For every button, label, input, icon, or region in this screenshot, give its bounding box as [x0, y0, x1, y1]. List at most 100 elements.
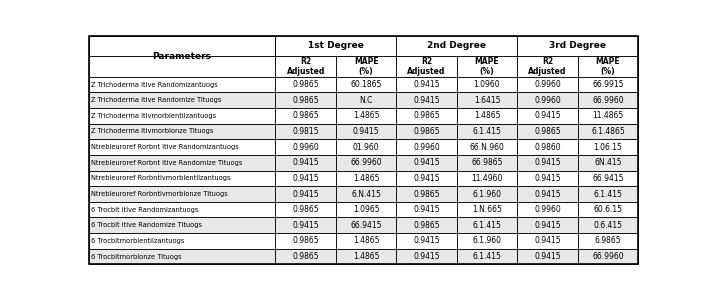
- Text: 66.9915: 66.9915: [592, 80, 624, 89]
- Bar: [396, 77, 457, 92]
- Text: 3rd Degree: 3rd Degree: [549, 41, 606, 50]
- Bar: [457, 92, 518, 108]
- Bar: [89, 139, 275, 155]
- Bar: [457, 77, 518, 92]
- Bar: [396, 249, 457, 264]
- Bar: [578, 186, 638, 202]
- Text: 0.9415: 0.9415: [292, 189, 319, 198]
- Text: 6 Trocbltmorblonze Tituogs: 6 Trocbltmorblonze Tituogs: [91, 254, 182, 260]
- Bar: [518, 36, 638, 56]
- Bar: [275, 233, 336, 249]
- Text: 0.9415: 0.9415: [413, 252, 440, 261]
- Text: 0.9415: 0.9415: [413, 205, 440, 214]
- Bar: [457, 217, 518, 233]
- Bar: [396, 186, 457, 202]
- Text: 6 Trocblt itive Randomizantuogs: 6 Trocblt itive Randomizantuogs: [91, 207, 199, 213]
- Text: N.C: N.C: [359, 96, 373, 105]
- Bar: [396, 92, 457, 108]
- Text: 0.9960: 0.9960: [292, 143, 319, 152]
- Bar: [457, 155, 518, 170]
- Text: Z Trichoderma itivmorblentilzantuogs: Z Trichoderma itivmorblentilzantuogs: [91, 113, 216, 119]
- Text: 0.9415: 0.9415: [534, 174, 561, 183]
- Bar: [396, 108, 457, 124]
- Bar: [336, 155, 396, 170]
- Text: 0.9415: 0.9415: [413, 80, 440, 89]
- Bar: [275, 170, 336, 186]
- Bar: [396, 92, 457, 108]
- Bar: [275, 186, 336, 202]
- Bar: [457, 249, 518, 264]
- Bar: [396, 108, 457, 124]
- Bar: [336, 77, 396, 92]
- Text: 1.4865: 1.4865: [474, 111, 501, 120]
- Text: Z Trichoderma itivmorblonze Tituogs: Z Trichoderma itivmorblonze Tituogs: [91, 129, 213, 135]
- Bar: [89, 217, 275, 233]
- Bar: [457, 202, 518, 217]
- Bar: [578, 170, 638, 186]
- Bar: [578, 217, 638, 233]
- Bar: [518, 233, 578, 249]
- Bar: [578, 233, 638, 249]
- Bar: [89, 186, 275, 202]
- Bar: [578, 202, 638, 217]
- Bar: [275, 170, 336, 186]
- Text: 0.6.415: 0.6.415: [593, 221, 623, 230]
- Text: 6 Trocbltmorblentilzantuogs: 6 Trocbltmorblentilzantuogs: [91, 238, 185, 244]
- Bar: [396, 36, 518, 56]
- Bar: [396, 170, 457, 186]
- Text: Ntrebleuroref Rorbntivmorblonze Tituogs: Ntrebleuroref Rorbntivmorblonze Tituogs: [91, 191, 228, 197]
- Text: 66.9865: 66.9865: [471, 158, 503, 167]
- Bar: [578, 155, 638, 170]
- Bar: [336, 139, 396, 155]
- Bar: [89, 233, 275, 249]
- Bar: [396, 202, 457, 217]
- Bar: [336, 186, 396, 202]
- Bar: [89, 36, 275, 77]
- Text: 0.9415: 0.9415: [534, 221, 561, 230]
- Text: 11.4865: 11.4865: [592, 111, 623, 120]
- Text: Ntrebleuroref Rorbnt itive Randomize Tituogs: Ntrebleuroref Rorbnt itive Randomize Tit…: [91, 160, 242, 166]
- Bar: [89, 139, 275, 155]
- Bar: [336, 217, 396, 233]
- Bar: [457, 139, 518, 155]
- Bar: [89, 77, 275, 92]
- Bar: [396, 217, 457, 233]
- Bar: [518, 77, 578, 92]
- Text: 66.9960: 66.9960: [592, 96, 624, 105]
- Bar: [336, 249, 396, 264]
- Bar: [89, 77, 275, 92]
- Bar: [89, 124, 275, 139]
- Bar: [518, 249, 578, 264]
- Text: 0.9415: 0.9415: [353, 127, 379, 136]
- Bar: [275, 249, 336, 264]
- Bar: [518, 56, 578, 77]
- Bar: [578, 124, 638, 139]
- Text: 0.9865: 0.9865: [292, 111, 319, 120]
- Text: Z Trichoderma itive Randomizantuogs: Z Trichoderma itive Randomizantuogs: [91, 82, 218, 88]
- Bar: [89, 36, 275, 56]
- Bar: [457, 233, 518, 249]
- Text: 6.1.415: 6.1.415: [593, 189, 623, 198]
- Text: MAPE
(%): MAPE (%): [596, 57, 620, 76]
- Bar: [89, 124, 275, 139]
- Bar: [518, 202, 578, 217]
- Text: R2
Adjusted: R2 Adjusted: [286, 57, 325, 76]
- Text: MAPE
(%): MAPE (%): [354, 57, 379, 76]
- Bar: [336, 108, 396, 124]
- Bar: [457, 139, 518, 155]
- Bar: [336, 202, 396, 217]
- Text: 0.9415: 0.9415: [413, 96, 440, 105]
- Bar: [578, 139, 638, 155]
- Text: 6.1.960: 6.1.960: [472, 189, 501, 198]
- Bar: [396, 233, 457, 249]
- Bar: [518, 108, 578, 124]
- Bar: [336, 202, 396, 217]
- Bar: [457, 108, 518, 124]
- Bar: [578, 124, 638, 139]
- Bar: [457, 217, 518, 233]
- Text: Parameters: Parameters: [152, 52, 211, 61]
- Bar: [396, 56, 457, 77]
- Bar: [518, 217, 578, 233]
- Bar: [518, 155, 578, 170]
- Text: Z Trichoderma itive Randomize Tituogs: Z Trichoderma itive Randomize Tituogs: [91, 97, 222, 103]
